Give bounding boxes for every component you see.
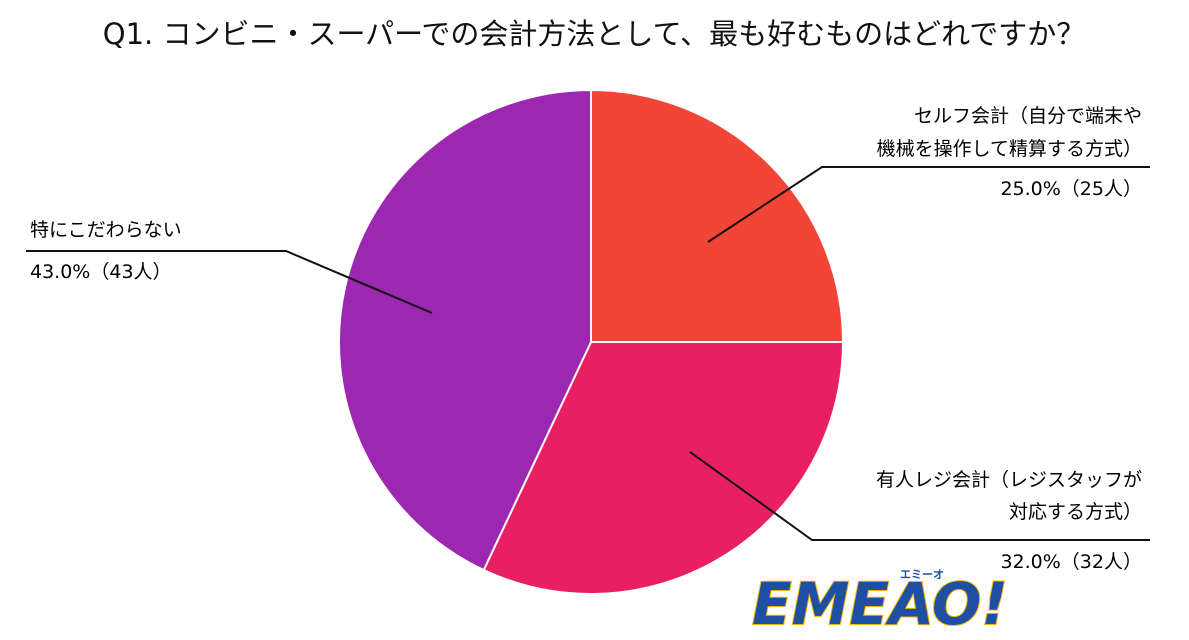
slice-label-self-checkout-line2: 機械を操作して精算する方式）: [877, 138, 1142, 160]
slice-label-staffed-line2: 対応する方式）: [1009, 501, 1142, 523]
chart-title: Q1. コンビニ・スーパーでの会計方法として、最も好むものはどれですか？: [103, 17, 1086, 51]
leader-line-staffed: [689, 451, 1150, 541]
slice-no-preference: [338, 88, 592, 572]
leader-lines: [26, 166, 1150, 541]
leader-line-self-checkout: [707, 166, 1150, 243]
logo-subtext: エミーオ: [900, 568, 944, 581]
slice-label-no-preference: 特にこだわらない: [30, 219, 182, 241]
slice-staffed-register: [482, 341, 845, 595]
emeao-logo: EMEAO! エミーオ: [751, 568, 1009, 639]
slice-label-self-checkout-line1: セルフ会計（自分で端末や: [914, 105, 1142, 127]
slice-self-checkout: [590, 88, 845, 343]
slice-value-self-checkout: 25.0%（25人）: [1000, 178, 1142, 200]
leader-line-no-preference: [26, 250, 433, 314]
pie-slices: [338, 88, 845, 595]
slice-value-staffed: 32.0%（32人）: [1000, 551, 1142, 573]
logo-text: EMEAO!: [752, 570, 1008, 638]
slice-value-no-preference: 43.0%（43人）: [30, 261, 172, 283]
slice-label-staffed-line1: 有人レジ会計（レジスタッフが: [876, 469, 1142, 491]
